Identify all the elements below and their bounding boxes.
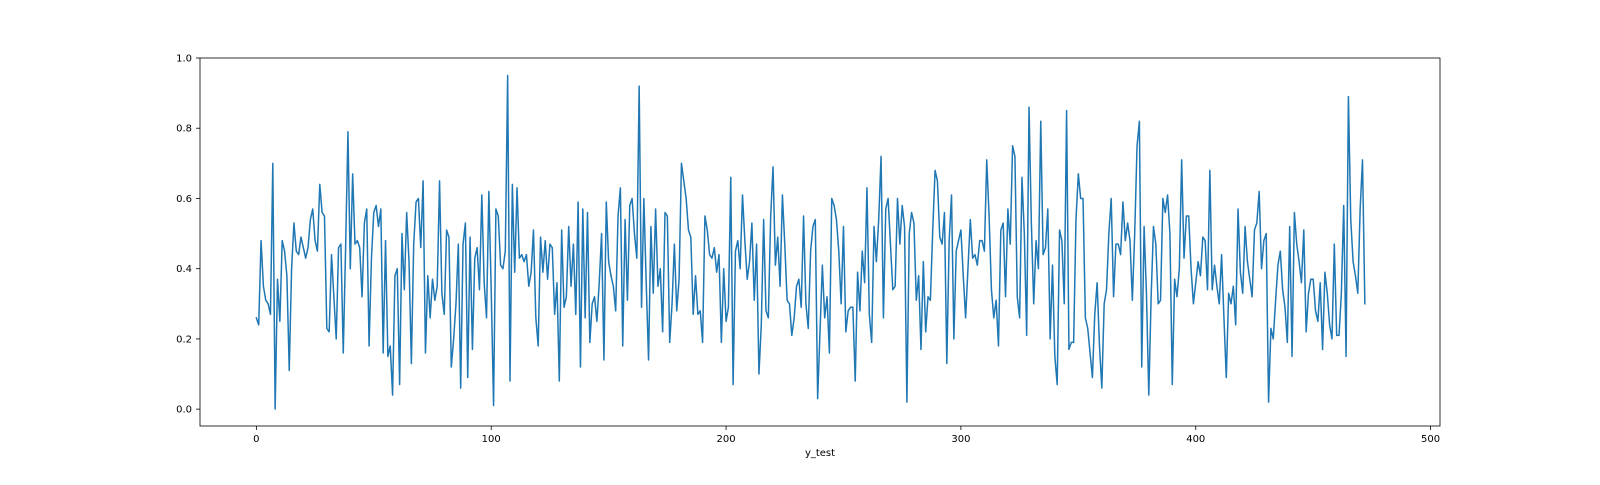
y-tick-label: 0.0 (176, 405, 192, 416)
x-tick-label: 100 (482, 434, 501, 445)
axes-layer (199, 57, 1441, 427)
x-tick-label: 400 (1186, 434, 1205, 445)
x-tick-label: 300 (951, 434, 970, 445)
plot-frame (199, 57, 1441, 427)
x-tick-label: 200 (717, 434, 736, 445)
y-axis-ticks: 0.0 0.2 0.4 0.6 0.8 1.0 (176, 54, 200, 416)
series-layer (255, 74, 1366, 410)
x-axis-ticks: 0 100 200 300 400 500 (253, 426, 1440, 445)
x-tick-label: 500 (1421, 434, 1440, 445)
y-tick-label: 0.4 (176, 264, 192, 275)
series-line-0 (255, 74, 1366, 410)
y-tick-label: 0.6 (176, 194, 192, 205)
y-tick-label: 0.8 (176, 124, 192, 135)
x-axis-label: y_test (805, 448, 835, 459)
y-tick-label: 0.2 (176, 334, 192, 345)
y-tick-label: 1.0 (176, 54, 192, 65)
x-tick-label: 0 (253, 434, 259, 445)
